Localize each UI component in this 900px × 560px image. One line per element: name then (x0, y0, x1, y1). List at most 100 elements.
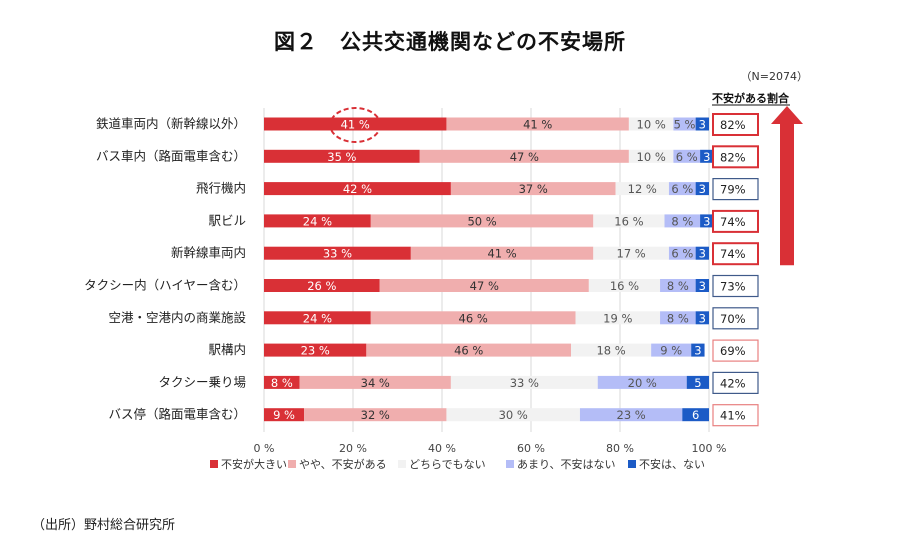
bar-segment (695, 246, 709, 260)
bar-segment (673, 149, 701, 163)
anxiety-share-value: 82% (720, 150, 746, 164)
bar-segment (695, 117, 709, 131)
data-label: 3 (699, 182, 706, 196)
anxiety-share-box (712, 145, 759, 169)
bar-segment (446, 117, 629, 131)
data-label: 6 % (671, 182, 693, 196)
bar-segment (264, 182, 451, 196)
category-label: 空港・空港内の商業施設 (108, 310, 246, 325)
bar-segment (264, 149, 420, 163)
bar-segment (651, 343, 692, 357)
bar-segment (628, 149, 674, 163)
bar-segment (691, 343, 705, 357)
category-label: バス車内（路面電車含む） (96, 148, 246, 163)
data-label: 41 % (341, 118, 370, 132)
data-label: 23 % (301, 344, 330, 358)
bar-segment (410, 246, 594, 260)
data-label: 6 (692, 408, 699, 422)
data-label: 6 % (676, 150, 698, 164)
data-label: 19 % (603, 311, 632, 325)
legend-swatch (628, 460, 636, 468)
data-label: 32 % (361, 408, 390, 422)
bar-segment (579, 408, 683, 422)
data-label: 3 (699, 311, 706, 325)
legend-label: 不安は、ない (639, 457, 705, 471)
category-label: タクシー内（ハイヤー含む） (84, 278, 246, 293)
data-label: 9 % (660, 344, 682, 358)
anxiety-share-value: 42% (720, 376, 746, 390)
data-label: 10 % (637, 150, 666, 164)
data-label: 10 % (637, 118, 666, 132)
data-label: 3 (699, 247, 706, 261)
anxiety-share-box (712, 209, 759, 233)
data-label: 8 % (667, 311, 689, 325)
bar-segment (264, 343, 367, 357)
data-label: 47 % (470, 279, 499, 293)
bar-segment (593, 214, 665, 228)
bar-segment (660, 311, 696, 325)
bar-segment (379, 279, 589, 292)
bar-segment (660, 279, 696, 292)
data-label: 8 % (271, 376, 293, 390)
bar-segment (700, 149, 714, 163)
data-label: 33 % (510, 376, 539, 390)
data-label: 46 % (459, 311, 488, 325)
anxiety-share-value: 41% (720, 409, 746, 423)
legend-label: どちらでもない (409, 458, 486, 471)
bar-segment (686, 375, 709, 389)
bar-segment (264, 246, 411, 260)
anxiety-share-box (712, 274, 759, 298)
bar-segment (571, 343, 652, 357)
legend-swatch (506, 460, 514, 468)
anxiety-share-box (712, 242, 759, 266)
source-note: （出所）野村総合研究所 (32, 518, 176, 533)
data-label: 3 (703, 214, 710, 228)
highlight-ellipse (329, 107, 382, 143)
bar-segment (668, 182, 696, 196)
legend-label: やや、不安がある (299, 457, 387, 471)
anxiety-share-value: 82% (720, 118, 746, 132)
data-label: 8 % (667, 279, 689, 293)
data-label: 47 % (510, 150, 539, 164)
category-label: タクシー乗り場 (158, 374, 246, 389)
bar-segment (264, 408, 305, 422)
data-label: 5 (694, 376, 701, 390)
data-label: 41 % (523, 118, 552, 132)
anxiety-share-box (712, 339, 759, 362)
bar-segment (264, 279, 380, 292)
data-label: 26 % (307, 279, 336, 293)
data-label: 3 (703, 150, 710, 164)
bar-segment (673, 117, 696, 131)
chart-title: 図２ 公共交通機関などの不安場所 (274, 30, 626, 54)
anxiety-share-header: 不安がある割合 (712, 91, 790, 105)
data-label: 3 (694, 344, 701, 358)
data-label: 46 % (454, 344, 483, 358)
legend-label: 不安が大きい (221, 457, 287, 471)
x-tick-label: 100 % (692, 442, 727, 455)
bar-segment (264, 375, 300, 389)
data-label: 5 % (674, 118, 696, 132)
data-label: 24 % (303, 311, 332, 325)
bar-segment (668, 246, 696, 260)
data-label: 24 % (303, 214, 332, 228)
bar-segment (700, 214, 714, 228)
legend-swatch (210, 460, 218, 468)
bar-segment (593, 246, 669, 260)
anxiety-share-box (712, 371, 759, 394)
category-label: バス停（路面電車含む） (108, 407, 246, 422)
data-label: 6 % (671, 247, 693, 261)
legend-swatch (288, 460, 296, 468)
category-label: 鉄道車両内（新幹線以外） (96, 116, 246, 131)
data-label: 16 % (614, 214, 643, 228)
bar-segment (664, 214, 701, 228)
bar-segment (588, 279, 661, 292)
bar-segment (628, 117, 674, 131)
anxiety-share-box (712, 404, 759, 427)
data-label: 37 % (519, 182, 548, 196)
anxiety-share-value: 70% (720, 312, 746, 326)
bar-segment (695, 182, 709, 196)
x-tick-label: 80 % (606, 442, 634, 455)
bar-segment (450, 375, 598, 389)
bar-segment (264, 311, 371, 325)
bar-segment (446, 408, 580, 422)
